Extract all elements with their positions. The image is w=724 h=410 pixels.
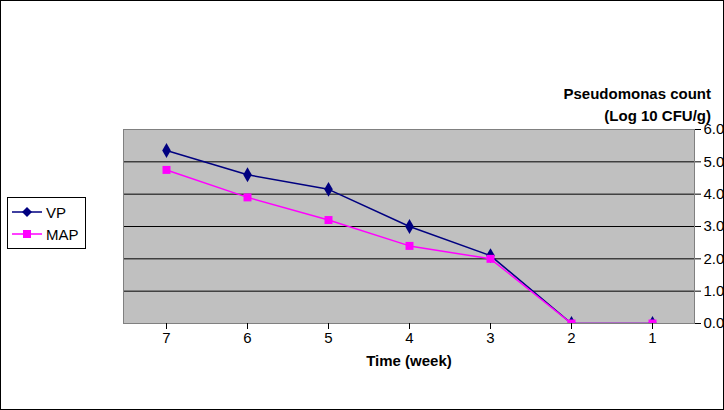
svg-text:4.0: 4.0 [704,185,724,202]
svg-text:0.0: 0.0 [704,314,724,331]
html-text:VP: VP [46,203,66,221]
svg-text:3: 3 [486,329,494,346]
svg-text:5: 5 [324,329,332,346]
svg-text:1: 1 [648,329,656,346]
svg-text:3.0: 3.0 [704,217,724,234]
svg-text:7: 7 [162,329,170,346]
svg-text:6: 6 [243,329,251,346]
html-text:MAP: MAP [46,225,79,243]
html-text:Pseudomonas count (Log 10 CFU/: Pseudomonas count (Log 10 CFU/g) [563,85,711,124]
svg-text:5.0: 5.0 [704,153,724,170]
svg-text:2.0: 2.0 [704,250,724,267]
svg-text:4: 4 [405,329,413,346]
svg-text:Time (week): Time (week) [366,352,452,369]
svg-text:1.0: 1.0 [704,282,724,299]
svg-text:2: 2 [567,329,575,346]
